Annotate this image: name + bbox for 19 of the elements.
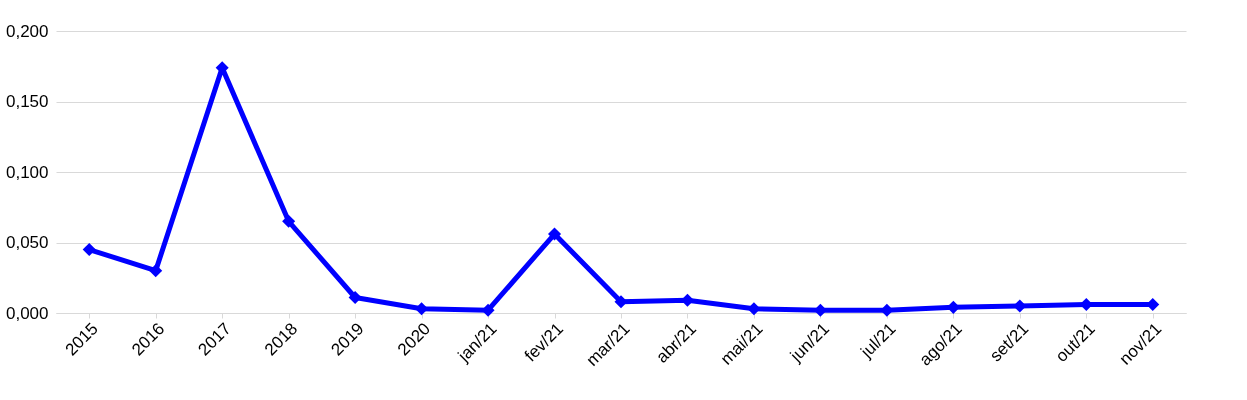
point	[747, 302, 761, 316]
point	[481, 303, 495, 317]
point	[1013, 299, 1027, 313]
point	[415, 302, 429, 316]
point	[282, 214, 296, 228]
point	[548, 227, 562, 241]
point	[82, 243, 96, 257]
point	[1146, 298, 1160, 312]
y-tick-label: 0,000	[5, 303, 49, 323]
y-tick-label: 0,050	[5, 233, 49, 252]
point	[880, 303, 894, 317]
y-tick-label: 0,150	[5, 92, 49, 111]
point	[348, 290, 362, 305]
y-tick-label: 0,200	[5, 21, 49, 41]
point	[1079, 298, 1093, 312]
point	[813, 303, 827, 317]
y-tick-label: 0,100	[5, 162, 49, 182]
point	[614, 295, 628, 309]
point	[149, 264, 163, 278]
